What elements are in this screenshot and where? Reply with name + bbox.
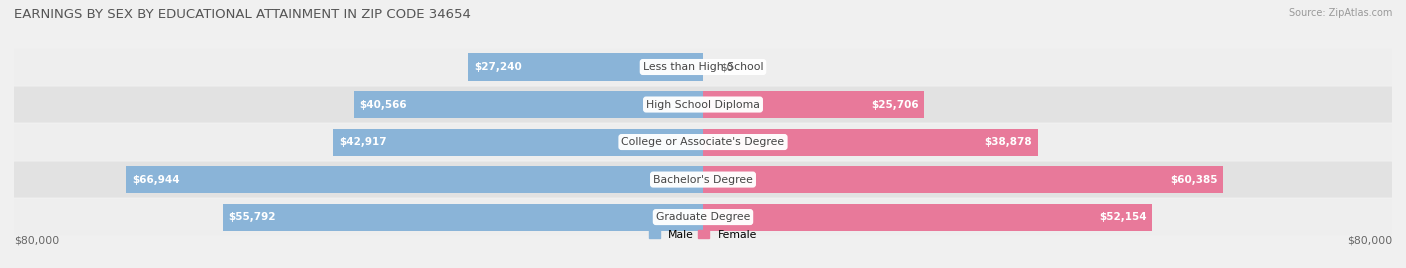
Text: $60,385: $60,385 [1170, 174, 1218, 185]
Text: High School Diploma: High School Diploma [647, 99, 759, 110]
FancyBboxPatch shape [14, 162, 1392, 198]
Text: $42,917: $42,917 [339, 137, 387, 147]
Bar [468, 54, 703, 80]
Text: Bachelor's Degree: Bachelor's Degree [652, 174, 754, 185]
Bar [703, 129, 1038, 155]
Text: $80,000: $80,000 [14, 236, 59, 246]
Text: $0: $0 [720, 62, 734, 72]
Text: $25,706: $25,706 [872, 99, 920, 110]
Bar [222, 204, 703, 230]
FancyBboxPatch shape [14, 199, 1392, 235]
Text: EARNINGS BY SEX BY EDUCATIONAL ATTAINMENT IN ZIP CODE 34654: EARNINGS BY SEX BY EDUCATIONAL ATTAINMEN… [14, 8, 471, 21]
Text: $40,566: $40,566 [359, 99, 406, 110]
FancyBboxPatch shape [14, 124, 1392, 160]
Text: Less than High School: Less than High School [643, 62, 763, 72]
Text: $80,000: $80,000 [1347, 236, 1392, 246]
Legend: Male, Female: Male, Female [648, 230, 758, 240]
Bar [333, 129, 703, 155]
Bar [703, 166, 1223, 193]
FancyBboxPatch shape [14, 49, 1392, 85]
Bar [703, 91, 924, 118]
Text: Source: ZipAtlas.com: Source: ZipAtlas.com [1288, 8, 1392, 18]
Text: $66,944: $66,944 [132, 174, 180, 185]
Text: $38,878: $38,878 [984, 137, 1032, 147]
Text: $52,154: $52,154 [1099, 212, 1147, 222]
Bar [703, 204, 1152, 230]
Text: College or Associate's Degree: College or Associate's Degree [621, 137, 785, 147]
Bar [354, 91, 703, 118]
Text: $55,792: $55,792 [228, 212, 276, 222]
Text: Graduate Degree: Graduate Degree [655, 212, 751, 222]
FancyBboxPatch shape [14, 87, 1392, 122]
Bar [127, 166, 703, 193]
Text: $27,240: $27,240 [474, 62, 522, 72]
